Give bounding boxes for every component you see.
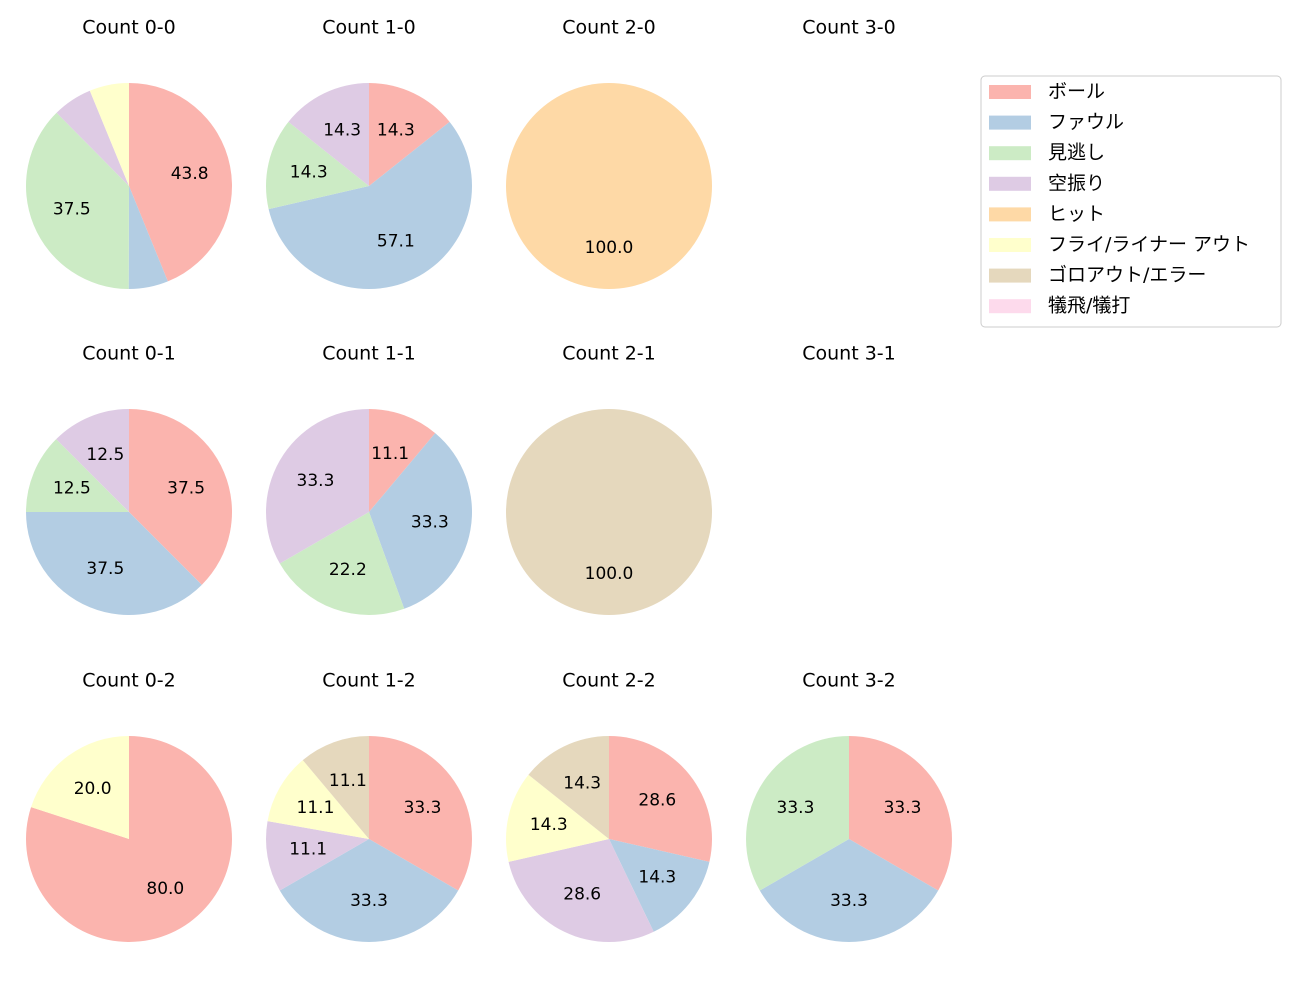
- data-label: 33.3: [830, 891, 868, 911]
- chart-title: Count 2-1: [562, 343, 656, 365]
- chart-title: Count 0-0: [82, 17, 176, 39]
- pie-slice: [508, 839, 654, 943]
- pie-slice: [89, 83, 129, 186]
- chart-title: Count 2-0: [562, 17, 656, 39]
- legend-label: 見逃し: [1048, 142, 1105, 164]
- legend-swatch: [989, 146, 1031, 161]
- pie-slice: [279, 512, 405, 615]
- pie-slice: [265, 121, 369, 210]
- pie-slice: [506, 83, 712, 289]
- pie-slice: [745, 736, 849, 891]
- pie-slice: [506, 774, 609, 862]
- pie-slice: [609, 736, 712, 862]
- data-label: 20.0: [74, 779, 112, 799]
- legend-label: フライ/ライナー アウト: [1048, 234, 1250, 256]
- legend-label: ファウル: [1048, 111, 1124, 133]
- pie-slice: [26, 112, 130, 289]
- chart-title: Count 3-0: [802, 17, 896, 39]
- data-label: 33.3: [404, 798, 442, 818]
- chart-title: Count 2-2: [562, 670, 656, 692]
- pie-slice: [26, 439, 129, 512]
- pie-slice: [369, 736, 472, 891]
- data-label: 12.5: [53, 478, 91, 498]
- data-label: 33.3: [777, 798, 815, 818]
- data-label: 43.8: [171, 164, 209, 184]
- pie-slice: [849, 736, 952, 891]
- data-label: 11.1: [329, 771, 367, 791]
- pie-slice: [25, 736, 232, 943]
- legend-label: ヒット: [1048, 203, 1105, 225]
- data-label: 14.3: [290, 162, 328, 182]
- data-label: 37.5: [167, 478, 205, 498]
- pie-slice: [302, 736, 369, 839]
- pie-slice: [759, 839, 939, 942]
- data-label: 33.3: [350, 891, 388, 911]
- legend-label: 犠飛/犠打: [1048, 295, 1130, 317]
- pie-slice: [31, 736, 129, 839]
- legend-swatch: [989, 299, 1031, 314]
- legend-swatch: [989, 238, 1031, 252]
- pie-slice: [506, 409, 712, 615]
- legend-swatch: [989, 207, 1031, 222]
- chart-title: Count 3-2: [802, 670, 896, 692]
- data-label: 33.3: [884, 798, 922, 818]
- chart-title: Count 1-0: [322, 17, 416, 39]
- data-label: 11.1: [289, 840, 327, 860]
- data-label: 22.2: [329, 560, 367, 580]
- pie-slice: [129, 409, 232, 585]
- chart-title: Count 1-2: [322, 670, 416, 692]
- data-label: 37.5: [53, 199, 91, 219]
- chart-title: Count 3-1: [802, 343, 896, 365]
- legend-swatch: [989, 176, 1031, 191]
- data-label: 28.6: [638, 790, 676, 810]
- pie-slice: [369, 433, 472, 609]
- pie-slice: [56, 90, 130, 186]
- pie-slice: [26, 512, 202, 616]
- legend-label: ボール: [1048, 81, 1105, 103]
- pie-slice: [369, 409, 436, 512]
- pie-slice: [129, 83, 233, 282]
- chart-title: Count 0-1: [82, 343, 176, 365]
- data-label: 14.3: [323, 120, 361, 140]
- data-label: 37.5: [86, 559, 124, 579]
- legend-label: ゴロアウト/エラー: [1048, 264, 1206, 286]
- data-label: 11.1: [297, 798, 335, 818]
- data-label: 80.0: [146, 879, 184, 899]
- data-label: 11.1: [371, 444, 409, 464]
- chart-title: Count 0-2: [82, 670, 176, 692]
- legend-swatch: [989, 268, 1031, 283]
- data-label: 14.3: [638, 868, 676, 888]
- pie-slice: [266, 821, 369, 891]
- pie-slice: [528, 736, 609, 839]
- data-label: 14.3: [377, 120, 415, 140]
- data-label: 33.3: [411, 513, 449, 533]
- pie-slice: [268, 121, 472, 289]
- data-label: 33.3: [297, 471, 335, 491]
- data-label: 12.5: [86, 445, 124, 465]
- data-label: 100.0: [585, 238, 634, 258]
- data-label: 14.3: [530, 815, 568, 835]
- pie-slice: [56, 409, 130, 512]
- data-label: 100.0: [585, 564, 634, 584]
- pie-slice: [609, 839, 710, 932]
- pie-slice: [266, 409, 369, 564]
- pie-slice: [288, 83, 369, 186]
- legend-swatch: [989, 115, 1031, 130]
- data-label: 57.1: [377, 232, 415, 252]
- chart-title: Count 1-1: [322, 343, 416, 365]
- pie-slice: [369, 83, 450, 186]
- pie-slice: [267, 760, 369, 839]
- legend-label: 空振り: [1048, 172, 1105, 194]
- pie-slice: [128, 186, 168, 289]
- legend-swatch: [989, 85, 1031, 99]
- legend-box: [980, 75, 1282, 328]
- data-label: 14.3: [563, 773, 601, 793]
- data-label: 28.6: [563, 885, 601, 905]
